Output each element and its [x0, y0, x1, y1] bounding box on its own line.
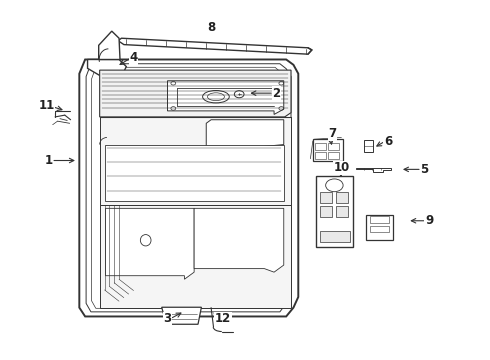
- Bar: [319, 192, 332, 203]
- Polygon shape: [99, 205, 291, 307]
- Text: 4: 4: [129, 51, 138, 64]
- Bar: [319, 231, 350, 242]
- Bar: [366, 215, 393, 239]
- Polygon shape: [206, 120, 284, 152]
- Bar: [369, 216, 390, 222]
- Bar: [328, 152, 339, 159]
- Polygon shape: [79, 59, 298, 316]
- Bar: [319, 206, 332, 217]
- Polygon shape: [98, 31, 120, 59]
- Polygon shape: [105, 208, 194, 279]
- Text: 6: 6: [384, 135, 392, 148]
- Text: 8: 8: [207, 21, 215, 34]
- Bar: [336, 206, 348, 217]
- Text: 11: 11: [38, 99, 54, 112]
- Text: 5: 5: [420, 163, 428, 176]
- Bar: [336, 192, 348, 203]
- Text: 10: 10: [334, 161, 350, 174]
- Bar: [369, 226, 390, 232]
- Polygon shape: [104, 145, 284, 201]
- Text: 12: 12: [215, 312, 231, 325]
- Polygon shape: [99, 117, 291, 205]
- Bar: [316, 176, 352, 247]
- Bar: [328, 143, 339, 150]
- Text: 1: 1: [45, 154, 53, 167]
- Text: 2: 2: [272, 87, 281, 100]
- Polygon shape: [162, 307, 201, 324]
- Bar: [315, 152, 326, 159]
- Polygon shape: [194, 208, 284, 272]
- Polygon shape: [356, 168, 392, 172]
- Text: 7: 7: [328, 127, 336, 140]
- Polygon shape: [168, 81, 284, 114]
- Polygon shape: [99, 70, 291, 117]
- Bar: [313, 139, 343, 161]
- Polygon shape: [88, 59, 126, 76]
- Text: 9: 9: [425, 214, 433, 227]
- Bar: [315, 143, 326, 150]
- Text: 3: 3: [164, 312, 171, 325]
- Polygon shape: [118, 38, 312, 54]
- Bar: [364, 140, 373, 152]
